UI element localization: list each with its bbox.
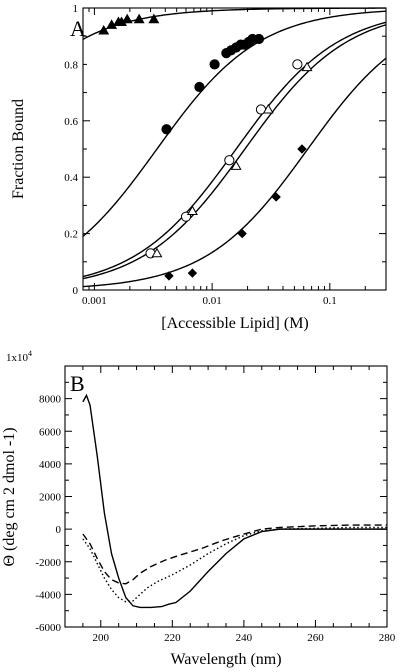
panel-b-frame	[64, 365, 388, 628]
panel-b-y-tick-label: 8000	[39, 394, 62, 406]
panel-b-x-tick-label: 220	[164, 632, 181, 644]
panel-a-data-points	[98, 13, 313, 281]
panel-a: A 0.001 0.01 0.1 0 0.2 0.4 0.6 0.8 1 [Accessibl…	[10, 3, 387, 332]
panel-b-x-tick-label: 200	[93, 632, 110, 644]
panel-a-point-circle-filled	[253, 33, 265, 45]
panel-a-y-tick-label: 0.6	[64, 116, 78, 128]
panel-b-y-tick-label: -6000	[35, 622, 61, 634]
panel-a-point-diamond-filled	[164, 271, 174, 281]
panel-b-x-axis-title: Wavelength (nm)	[170, 651, 281, 668]
panel-b-spectrum-solid	[82, 393, 387, 609]
panel-a-point-triangle-filled	[133, 13, 145, 24]
panel-b-spectrum-dotted	[82, 526, 387, 603]
panel-a-point-triangle-open	[262, 103, 274, 114]
panel-b-y-tick-label: 2000	[39, 492, 62, 504]
panel-a-fit-curve-3	[82, 21, 387, 278]
panel-a-point-circle-open	[292, 59, 303, 70]
panel-a-point-triangle-open	[186, 205, 198, 215]
panel-a-point-triangle-filled	[121, 13, 133, 24]
panel-b-y-axis-title: Θ (deg cm 2 dmol -1)	[1, 427, 18, 566]
panel-a-point-circle-filled	[161, 124, 172, 135]
panel-b-x-tick-label: 260	[307, 632, 324, 644]
panel-a-fit-curve-2	[82, 10, 387, 237]
panel-b-y-exponent-power: 4	[28, 349, 32, 358]
panel-a-x-tick-label: 0.1	[323, 295, 337, 307]
panel-a-y-tick-label: 0	[73, 285, 79, 297]
panel-a-point-triangle-filled	[148, 13, 160, 24]
panel-a-x-axis-title: [Accessible Lipid] (M)	[161, 315, 309, 332]
panel-b-spectrum-dashed	[82, 524, 387, 585]
panel-a-x-ticks: 0.001 0.01 0.1	[82, 8, 366, 307]
panel-b-y-exponent: 1x104	[6, 349, 32, 364]
panel-b-x-tick-label: 240	[236, 632, 253, 644]
panel-b-y-ticks: 8000 6000 4000 2000 0 -2000 -4000 -6000	[35, 365, 387, 634]
panel-a-point-circle-open	[224, 155, 235, 166]
panel-a-fit-curve-5	[82, 57, 387, 288]
panel-b-y-tick-label: -2000	[35, 557, 61, 569]
panel-a-fit-curve-1	[82, 7, 387, 40]
panel-a-y-axis-title: Fraction Bound	[10, 99, 27, 199]
panel-a-letter: A	[70, 16, 86, 41]
panel-a-point-triangle-open	[301, 61, 313, 72]
panel-a-point-triangle-filled	[106, 19, 118, 29]
panel-a-y-ticks: 0 0.2 0.4 0.6 0.8 1	[64, 3, 386, 297]
panel-a-point-diamond-filled	[297, 144, 307, 154]
panel-a-point-triangle-open	[151, 247, 163, 258]
panel-a-point-triangle-filled	[98, 24, 110, 35]
panel-a-point-circle-filled	[194, 81, 205, 93]
panel-a-point-triangle-open	[230, 160, 242, 170]
panel-a-y-tick-label: 0.8	[64, 59, 78, 71]
panel-b-y-tick-label: 0	[56, 524, 62, 536]
panel-a-x-tick-label: 0.01	[202, 295, 221, 307]
panel-a-point-diamond-filled	[237, 228, 247, 239]
panel-a-y-tick-label: 1	[73, 3, 79, 15]
panel-a-point-diamond-filled	[187, 268, 198, 278]
panel-b-y-exponent-base: 1x10	[6, 352, 29, 364]
panel-b: B 1x104 200 220 240 260 280 8000 6000 4000 2000…	[1, 349, 396, 668]
panel-a-point-diamond-filled	[271, 192, 281, 202]
panel-a-x-tick-label: 0.001	[82, 295, 107, 307]
panel-a-y-tick-label: 0.2	[64, 229, 78, 241]
panel-b-letter: B	[70, 371, 85, 396]
panel-b-y-tick-label: 4000	[39, 459, 62, 471]
panel-b-x-ticks: 200 220 240 260 280	[64, 366, 396, 644]
panel-b-y-tick-label: 6000	[39, 426, 62, 438]
panel-b-x-tick-label: 280	[379, 632, 396, 644]
panel-a-y-tick-label: 0.4	[64, 172, 78, 184]
panel-a-point-circle-filled	[209, 59, 220, 70]
panel-b-y-tick-label: -4000	[35, 589, 61, 601]
panel-b-spectra	[82, 393, 387, 609]
